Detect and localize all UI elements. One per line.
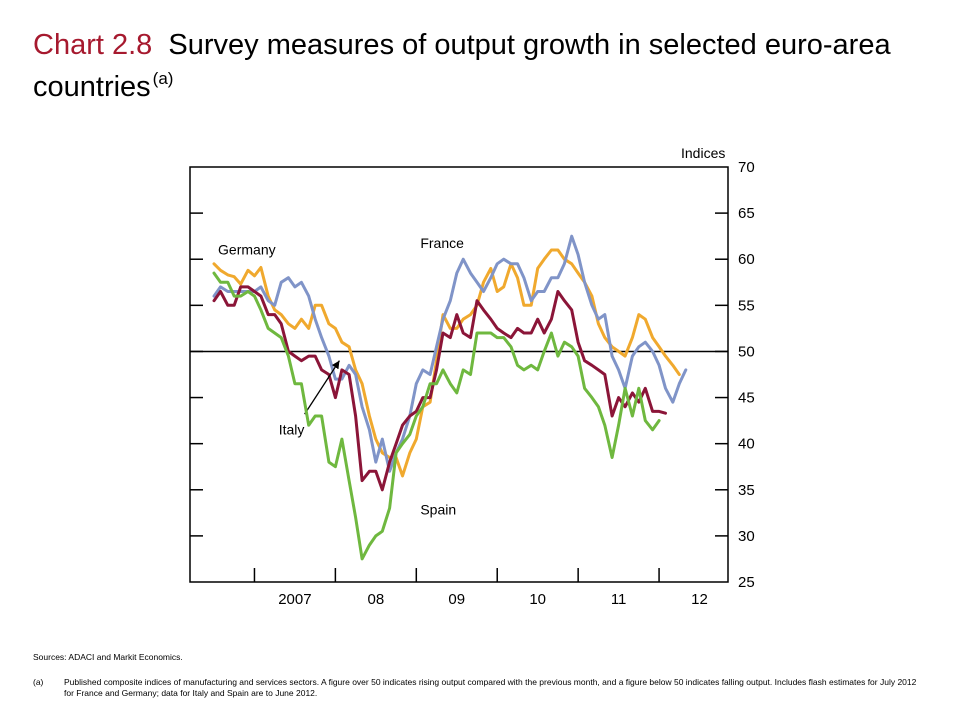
plot-frame [189, 166, 729, 583]
y-tick-label: 25 [738, 574, 755, 591]
chart-title-text: Survey measures of output growth in sele… [33, 29, 891, 103]
series-line-germany [212, 248, 681, 478]
y-tick-label: 55 [738, 297, 755, 314]
title-footnote-mark: (a) [152, 69, 174, 88]
x-tick-label: 11 [611, 591, 627, 608]
series-line-spain [212, 271, 661, 561]
y-tick-label: 60 [738, 251, 755, 268]
x-tick-label: 2007 [278, 591, 311, 608]
chart-title: Chart 2.8 Survey measures of output grow… [33, 28, 933, 104]
x-tick-label: 10 [529, 591, 546, 608]
y-tick-label: 70 [738, 159, 755, 176]
series-label-italy: Italy [279, 421, 305, 437]
x-tick-label: 09 [448, 591, 465, 608]
sources-note: Sources: ADACI and Markit Economics. [33, 652, 183, 662]
y-tick-label: 40 [738, 436, 755, 453]
series-label-france: France [420, 235, 464, 251]
series-line-italy [212, 285, 667, 492]
footnote: (a) Published composite indices of manuf… [33, 677, 923, 699]
y-tick-label: 65 [738, 205, 755, 222]
series-label-arrow-italy [304, 360, 340, 415]
y-tick-label: 35 [738, 482, 755, 499]
x-tick-label: 08 [367, 591, 384, 608]
y-tick-label: 30 [738, 528, 755, 545]
series-label-germany: Germany [218, 242, 276, 258]
chart-number: Chart 2.8 [33, 29, 153, 61]
series-label-spain: Spain [420, 502, 456, 518]
footnote-text: Published composite indices of manufactu… [64, 677, 917, 698]
series-line-france [212, 234, 688, 473]
y-tick-label: 45 [738, 390, 755, 407]
footnote-mark: (a) [33, 677, 44, 687]
y-unit-label: Indices [681, 145, 725, 161]
y-tick-label: 50 [738, 343, 755, 360]
x-tick-label: 12 [691, 591, 708, 608]
